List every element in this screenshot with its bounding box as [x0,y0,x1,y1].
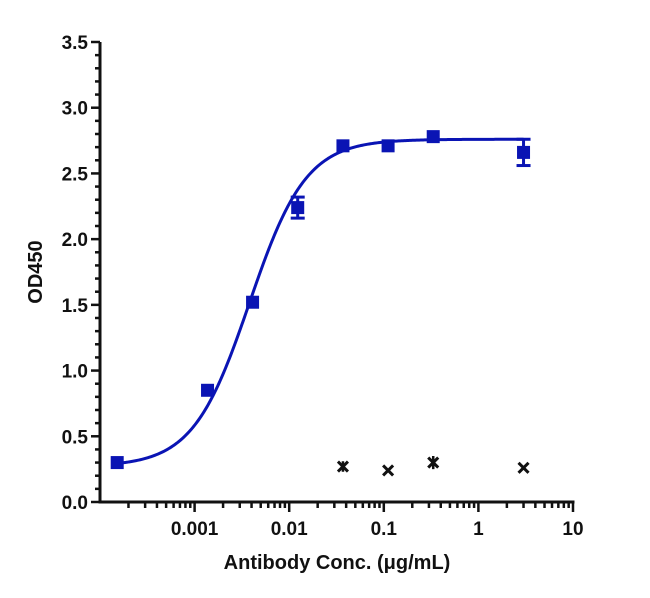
data-point-square [426,130,440,144]
y-tick-label: 0.5 [62,427,89,448]
y-tick-label: 2.0 [62,230,88,251]
fit-curve [117,137,524,465]
data-point-square [201,383,215,397]
control-points [336,456,530,477]
x-tick-label: 0.001 [171,519,219,540]
x-axis-title: Antibody Conc. (μg/mL) [224,552,451,574]
y-axis-title: OD450 [25,240,47,303]
axes: 0.0 0.5 1.0 1.5 2.0 2.5 3.0 3.5 0.001 0.01 0.1 1 10 [62,33,584,540]
y-tick-label: 3.0 [62,99,88,120]
data-point-square [110,456,124,470]
data-point-square [336,139,350,153]
x-tick-label: 1 [473,519,484,540]
data-point-square [291,201,305,215]
data-point-square [517,145,531,159]
x-tick-label: 0.1 [371,519,398,540]
y-tick-label: 0.0 [62,493,88,514]
y-tick-label: 3.5 [62,33,89,54]
data-points [110,130,531,470]
data-point-square [246,295,260,309]
x-tick-label: 0.01 [271,519,308,540]
y-tick-label: 2.5 [62,164,89,185]
x-tick-label: 10 [562,519,583,540]
data-point-square [381,139,395,153]
y-tick-label: 1.0 [62,362,88,383]
y-tick-label: 1.5 [62,296,89,317]
